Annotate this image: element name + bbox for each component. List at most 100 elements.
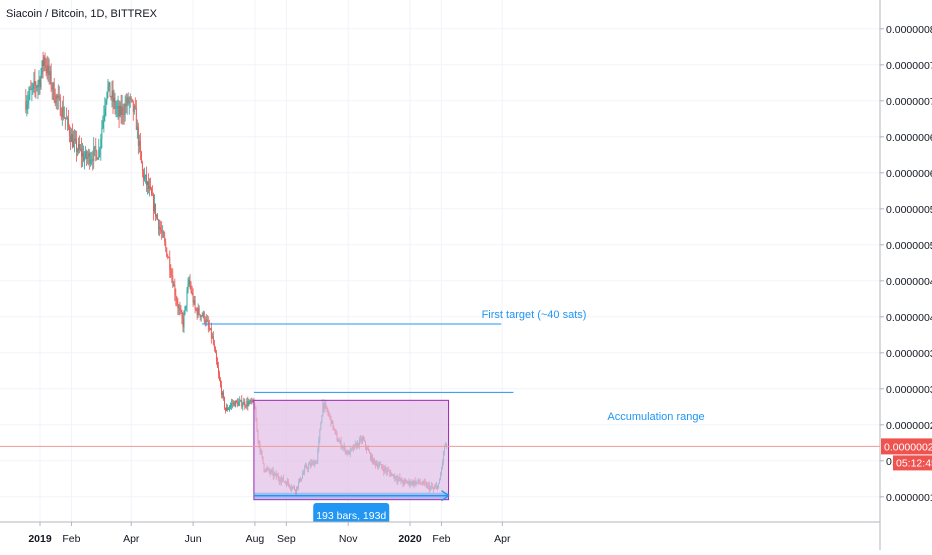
candle-body bbox=[87, 156, 89, 159]
candle bbox=[240, 399, 242, 402]
candle bbox=[69, 126, 71, 151]
candle-body bbox=[57, 95, 59, 99]
ytick-label: 0.00000075 bbox=[886, 60, 932, 72]
candle bbox=[64, 117, 66, 130]
candle-body bbox=[46, 67, 48, 74]
candle-body bbox=[160, 227, 162, 231]
candle bbox=[106, 91, 108, 105]
candle-body bbox=[237, 402, 239, 406]
candle bbox=[135, 99, 137, 131]
candle bbox=[229, 405, 231, 412]
candle bbox=[38, 70, 40, 96]
candle bbox=[29, 85, 31, 101]
candle-body bbox=[37, 83, 39, 87]
candle-body bbox=[206, 319, 208, 322]
candle-body bbox=[154, 203, 156, 212]
candle-body bbox=[107, 86, 109, 93]
candle-body bbox=[153, 195, 154, 212]
candle-body bbox=[67, 118, 69, 127]
candle bbox=[156, 213, 158, 220]
candle-body bbox=[143, 176, 145, 180]
candle bbox=[57, 84, 59, 110]
annotations[interactable]: First target (~40 sats) Accumulation rang… bbox=[0, 309, 880, 527]
candle-body bbox=[148, 181, 149, 189]
candle-body bbox=[53, 83, 55, 102]
candle bbox=[213, 339, 215, 352]
candle bbox=[226, 403, 227, 412]
candle bbox=[198, 305, 200, 316]
candle-body bbox=[242, 404, 244, 407]
candle bbox=[26, 95, 28, 117]
candle bbox=[150, 177, 151, 191]
candle-body bbox=[118, 106, 120, 117]
candle-body bbox=[179, 307, 181, 310]
candle bbox=[56, 93, 58, 111]
candle bbox=[192, 288, 194, 307]
candle-body bbox=[195, 308, 197, 310]
candle-body bbox=[58, 95, 60, 98]
candle-body bbox=[35, 85, 37, 88]
candle bbox=[222, 390, 223, 399]
candle-body bbox=[28, 95, 30, 101]
candle-body bbox=[94, 146, 96, 148]
candle bbox=[119, 101, 121, 118]
candle-body bbox=[215, 353, 217, 362]
candle-body bbox=[116, 107, 118, 109]
candle bbox=[233, 400, 235, 407]
candle-body bbox=[239, 400, 241, 403]
candle-body bbox=[112, 90, 114, 102]
candle bbox=[181, 309, 183, 325]
candle-body bbox=[56, 95, 58, 99]
candle-body bbox=[91, 159, 93, 161]
candle bbox=[79, 135, 80, 154]
candle-body bbox=[52, 83, 54, 90]
candle-body bbox=[42, 60, 44, 66]
candle bbox=[140, 150, 142, 164]
candle bbox=[214, 346, 216, 354]
candle-body bbox=[213, 344, 215, 348]
candle bbox=[155, 203, 157, 222]
candle-body bbox=[137, 126, 139, 146]
candle bbox=[85, 146, 87, 160]
time-axis[interactable]: 2019 Feb Apr Jun Aug Sep Nov 2020 Feb Apr bbox=[0, 521, 881, 550]
price-axis[interactable]: 0.00000080 0.00000075 0.00000070 0.00000065… bbox=[879, 0, 932, 550]
candle-body bbox=[243, 401, 245, 405]
candle bbox=[130, 96, 132, 103]
candle bbox=[138, 134, 140, 153]
candle-body bbox=[226, 407, 227, 411]
candle bbox=[195, 307, 197, 312]
candle bbox=[31, 82, 33, 102]
candle bbox=[224, 396, 225, 410]
candle bbox=[93, 137, 95, 169]
candle bbox=[39, 76, 41, 95]
candle-body bbox=[217, 367, 219, 374]
range-measure-arrowhead bbox=[441, 490, 450, 502]
range-measure-badge-text: 193 bars, 193d bbox=[316, 510, 386, 522]
candle bbox=[48, 58, 50, 85]
first-target-label: First target (~40 sats) bbox=[482, 309, 587, 321]
candle-body bbox=[165, 241, 167, 248]
candle bbox=[60, 107, 62, 121]
candle bbox=[196, 307, 198, 320]
candle bbox=[124, 95, 126, 122]
candle bbox=[185, 305, 187, 311]
candle bbox=[136, 119, 138, 139]
candle bbox=[172, 268, 174, 289]
candle-body bbox=[218, 373, 220, 381]
candle-body bbox=[98, 149, 100, 158]
ytick-label: 0.00000060 bbox=[886, 168, 932, 180]
candle bbox=[98, 138, 100, 161]
candle bbox=[179, 301, 181, 316]
candle bbox=[142, 168, 144, 186]
ytick-label: 0.00000055 bbox=[886, 204, 932, 216]
accumulation-range-box[interactable] bbox=[253, 399, 450, 501]
candle-body bbox=[49, 71, 51, 76]
candle bbox=[121, 94, 123, 125]
candle-body bbox=[197, 308, 199, 316]
range-measure-badge[interactable] bbox=[313, 503, 390, 527]
candle-body bbox=[147, 181, 148, 185]
candle-body bbox=[97, 157, 99, 160]
candle-body bbox=[194, 300, 196, 309]
